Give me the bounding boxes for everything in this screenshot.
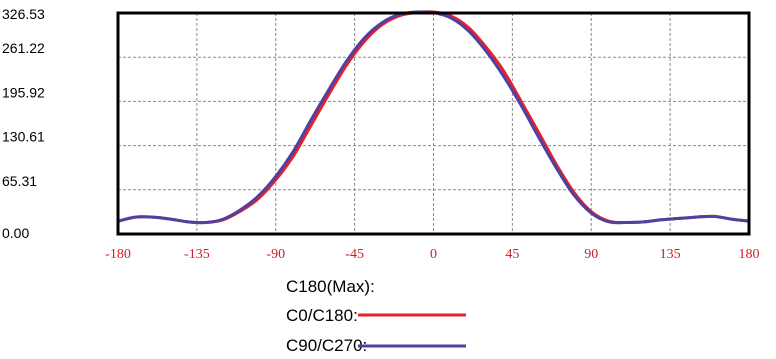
plot-frame <box>116 11 751 236</box>
x-tick-label: -90 <box>266 247 285 262</box>
y-tick-label: 130.61 <box>2 129 45 145</box>
legend-label-c0-c180: C0/C180: <box>286 306 358 325</box>
y-tick-label: 65.31 <box>2 173 37 189</box>
y-tick-label: 326.53 <box>2 6 45 22</box>
legend-label-c90-c270: C90/C270: <box>286 336 367 355</box>
y-tick-label: 195.92 <box>2 84 45 100</box>
y-axis-ticks: 0.00 65.31 130.61 195.92 261.22 326.53 <box>2 6 45 241</box>
x-tick-label: -45 <box>345 247 364 262</box>
grid <box>118 13 749 234</box>
legend: C180(Max): C0/C180: C90/C270: <box>286 277 466 355</box>
x-tick-label: -135 <box>184 247 210 262</box>
x-tick-label: 180 <box>739 247 760 262</box>
x-tick-label: 0 <box>430 247 437 262</box>
x-tick-label: -180 <box>105 247 131 262</box>
x-tick-label: 45 <box>505 247 519 262</box>
legend-title: C180(Max): <box>286 277 375 296</box>
y-tick-label: 0.00 <box>2 225 29 241</box>
x-tick-label: 90 <box>584 247 598 262</box>
y-tick-label: 261.22 <box>2 40 45 56</box>
x-tick-label: 135 <box>660 247 681 262</box>
x-axis-ticks: -180 -135 -90 -45 0 45 90 135 180 <box>105 247 759 262</box>
